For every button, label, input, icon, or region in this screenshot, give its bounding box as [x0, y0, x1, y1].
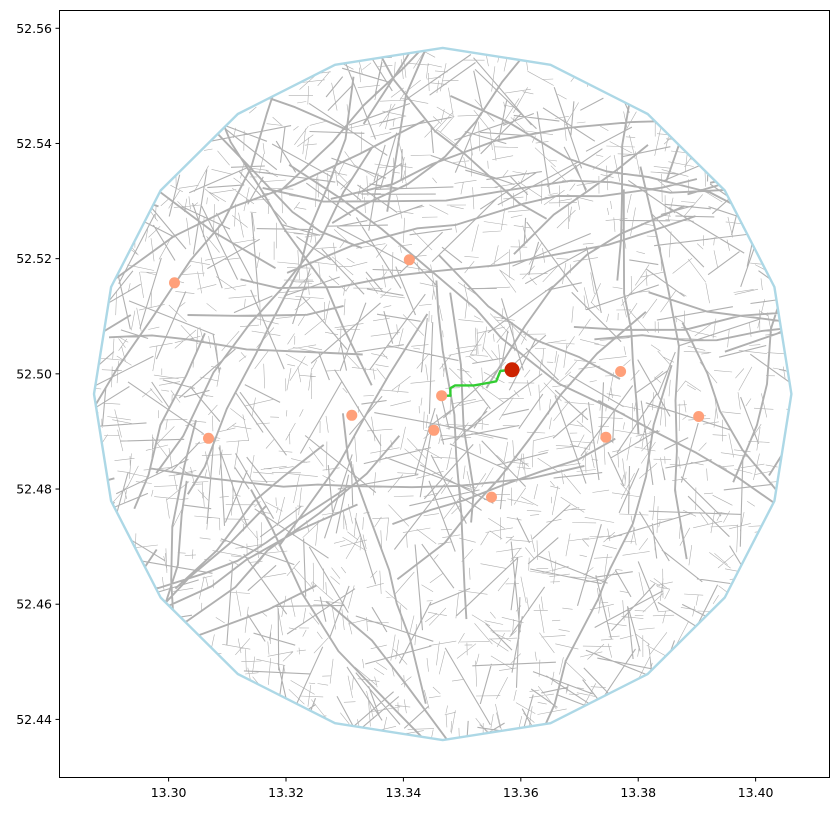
y-axis: 52.44 52.46 52.48 52.50 52.52 52.54 52.56 [16, 21, 60, 727]
x-tick-label: 13.34 [386, 785, 422, 800]
y-tick-label: 52.56 [16, 21, 52, 36]
poi-marker [203, 432, 214, 444]
poi-marker [600, 431, 612, 443]
search-area-boundary [92, 46, 793, 742]
poi-marker [436, 390, 448, 402]
y-tick-label: 52.50 [16, 366, 52, 381]
poi-marker [615, 366, 627, 377]
poi-marker [428, 424, 440, 436]
y-tick-label: 52.52 [16, 251, 52, 266]
x-tick-label: 13.30 [151, 785, 187, 800]
y-tick-label: 52.54 [16, 136, 52, 151]
y-tick-label: 52.46 [16, 597, 52, 612]
poi-marker [169, 277, 180, 289]
x-tick-label: 13.40 [738, 785, 774, 800]
poi-marker [403, 254, 415, 266]
y-tick-label: 52.48 [16, 482, 52, 497]
start-marker [504, 362, 520, 378]
poi-marker [486, 491, 497, 503]
x-tick-label: 13.32 [268, 785, 304, 800]
x-axis: 13.30 13.32 13.34 13.36 13.38 13.40 [151, 777, 774, 800]
x-tick-label: 13.36 [503, 785, 539, 800]
y-tick-label: 52.44 [16, 712, 52, 727]
poi-marker [346, 409, 358, 421]
x-tick-label: 13.38 [620, 785, 656, 800]
route-line [440, 368, 512, 397]
start-marker-group [504, 362, 520, 378]
plot-frame [59, 10, 830, 778]
local-streets [94, 47, 792, 741]
poi-markers [169, 254, 705, 503]
secondary-streets [94, 51, 792, 741]
poi-marker [693, 411, 705, 422]
